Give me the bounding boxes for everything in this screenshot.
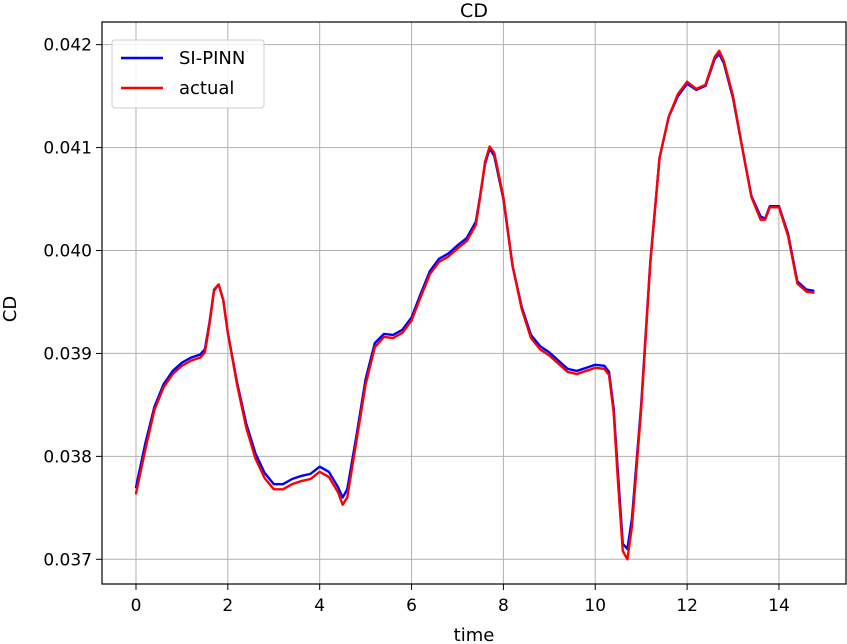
- plot-area-frame: [101, 21, 847, 585]
- x-tick-label: 10: [584, 596, 606, 616]
- y-tick-label: 0.038: [43, 447, 92, 467]
- x-axis-label: time: [454, 625, 495, 644]
- x-tick-label: 8: [498, 596, 509, 616]
- y-tick-label: 0.042: [43, 36, 92, 56]
- y-axis-label: CD: [0, 296, 21, 322]
- y-tick-label: 0.037: [43, 550, 92, 570]
- x-tick-label: 2: [222, 596, 233, 616]
- chart-title: CD: [460, 0, 488, 22]
- x-tick-label: 12: [676, 596, 698, 616]
- legend-label-actual: actual: [179, 78, 234, 99]
- x-tick-label: 14: [768, 596, 790, 616]
- series-group: [134, 49, 815, 561]
- x-tick-label: 0: [131, 596, 142, 616]
- x-tick-label: 4: [314, 596, 325, 616]
- y-tick-label: 0.040: [43, 242, 92, 262]
- series-line-actual: [134, 49, 815, 561]
- grid: [102, 22, 846, 584]
- y-tick-label: 0.039: [43, 344, 92, 364]
- x-tick-label: 6: [406, 596, 417, 616]
- y-tick-label: 0.041: [43, 139, 92, 159]
- legend: SI-PINN actual: [111, 39, 265, 109]
- axis-ticks: 0 2 4 6 8 10 12 14 0.037 0.038 0.039 0.040 0.041 0.04…: [43, 36, 789, 616]
- legend-label-si-pinn: SI-PINN: [179, 48, 245, 69]
